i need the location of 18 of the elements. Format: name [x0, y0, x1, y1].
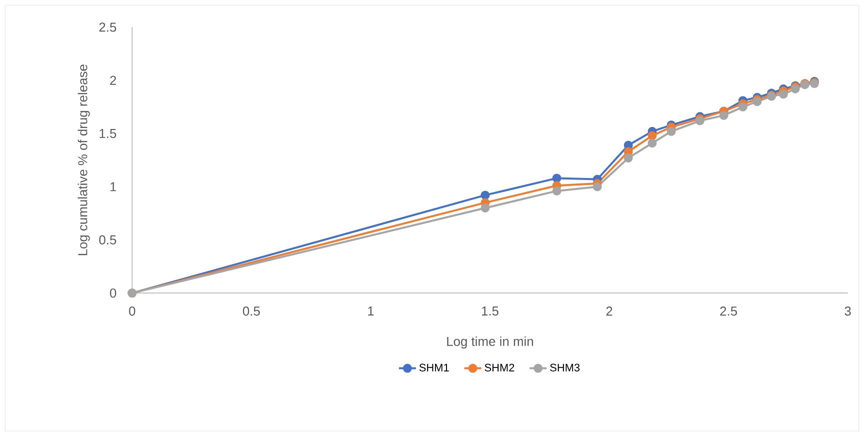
- x-tick-label: 0.5: [242, 306, 260, 316]
- x-tick-label: 1.5: [482, 306, 498, 316]
- y-axis-title: Log cumulative % of drug release: [78, 64, 90, 256]
- x-tick-label: 1: [368, 306, 374, 316]
- x-tick-label: 2.5: [720, 306, 737, 316]
- x-tick-label: 0: [129, 306, 136, 316]
- y-tick-label: 0: [110, 288, 116, 298]
- legend-label: SHM1: [419, 364, 449, 372]
- x-axis-title: Log time in min: [447, 336, 534, 348]
- y-tick-label: 0.5: [99, 235, 116, 244]
- legend-label: SHM3: [550, 364, 580, 372]
- y-tick-label: 2: [110, 76, 116, 85]
- x-tick-label: 3: [844, 306, 851, 316]
- legend-label: SHM2: [484, 364, 514, 372]
- x-tick-label: 2: [606, 306, 612, 316]
- y-tick-label: 1: [110, 182, 116, 192]
- y-tick-label: 1.5: [100, 128, 116, 138]
- y-tick-label: 2.5: [99, 22, 116, 32]
